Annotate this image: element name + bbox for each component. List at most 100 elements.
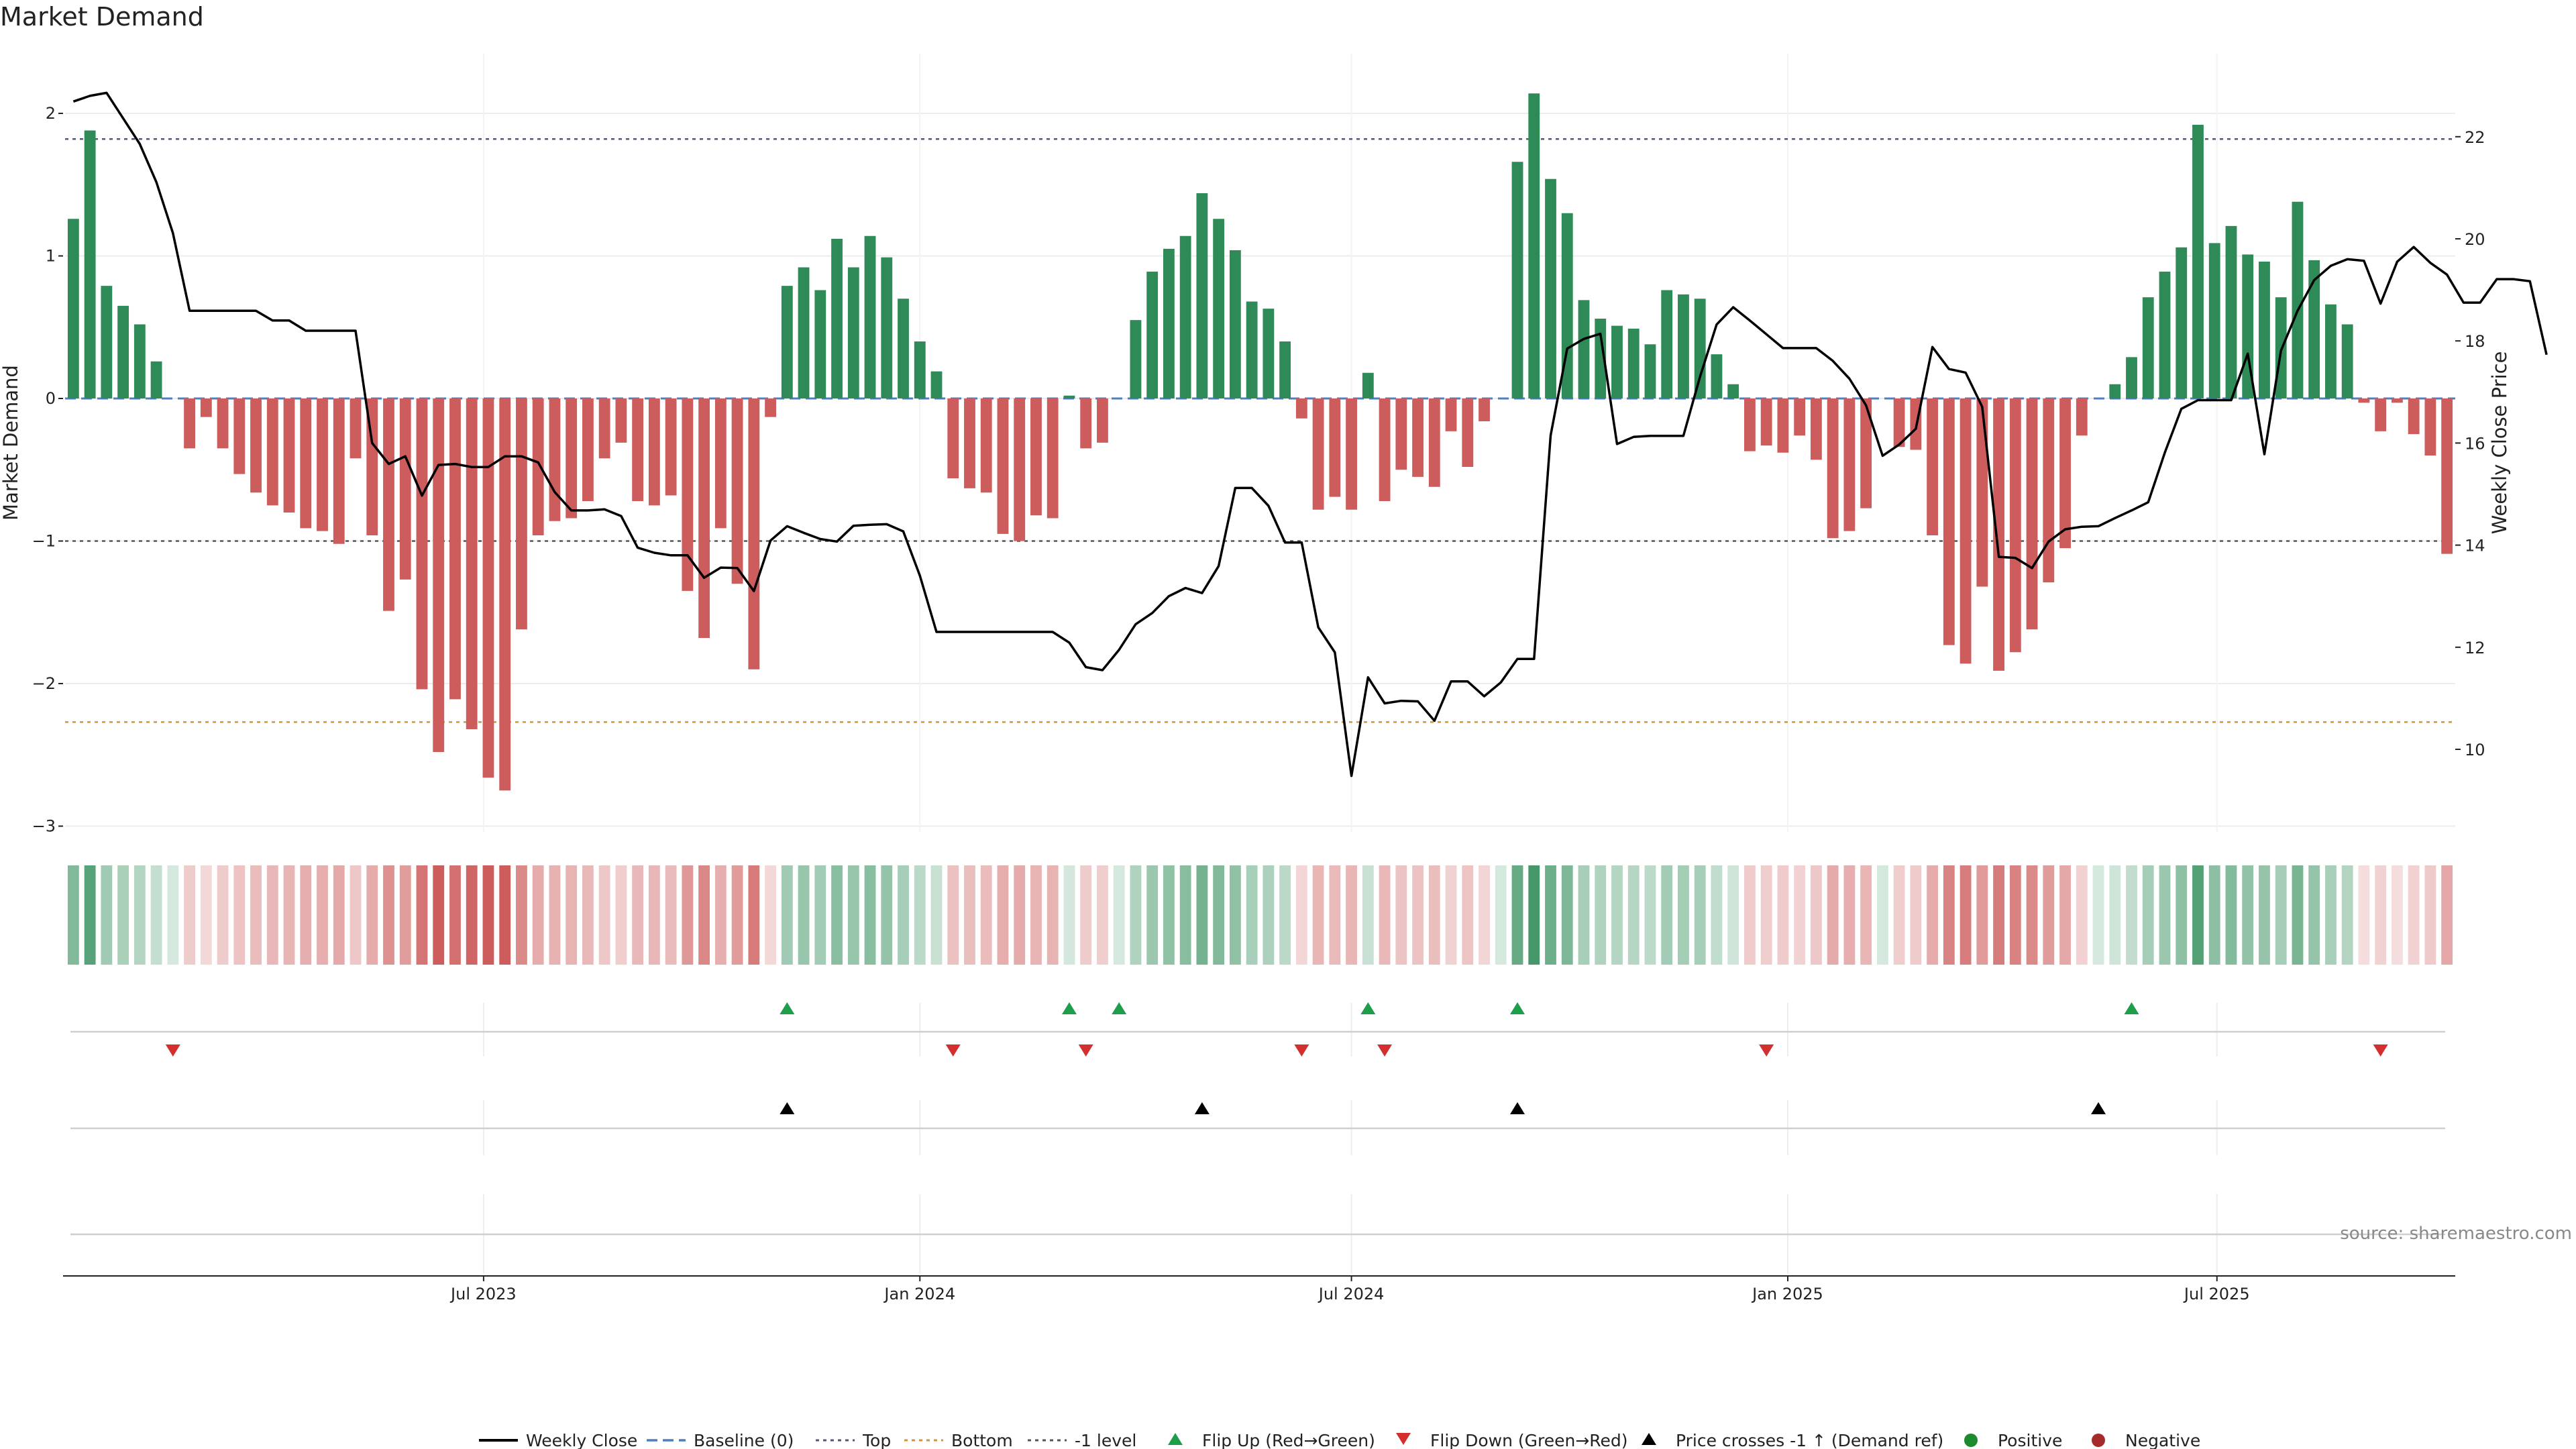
- bar-negative: [1395, 398, 1407, 470]
- heat-cell: [2126, 865, 2137, 965]
- heat-cell: [731, 865, 743, 965]
- flip-panel: [70, 1002, 2445, 1057]
- heat-cell: [350, 865, 362, 965]
- legend-label: Flip Up (Red→Green): [1202, 1431, 1375, 1449]
- bar-negative: [1943, 398, 1955, 645]
- bar-positive: [150, 361, 162, 398]
- heat-cell: [1611, 865, 1623, 965]
- legend-swatch: [1168, 1433, 1183, 1445]
- heat-cell: [947, 865, 959, 965]
- bar-positive: [1130, 320, 1142, 398]
- bar-negative: [1030, 398, 1042, 516]
- bar-negative: [2059, 398, 2071, 549]
- heat-cell: [1993, 865, 2004, 965]
- left-tick-label: 0: [46, 389, 56, 408]
- bar-negative: [1777, 398, 1789, 453]
- bar-positive: [1163, 248, 1175, 398]
- right-tick-label: 12: [2465, 639, 2485, 657]
- bar-negative: [582, 398, 594, 501]
- x-tick-label: Jul 2024: [1318, 1285, 1385, 1303]
- bar-positive: [1213, 219, 1225, 398]
- bar-negative: [980, 398, 992, 493]
- flip-down-marker: [1377, 1044, 1393, 1057]
- heat-cell: [1561, 865, 1573, 965]
- bar-positive: [1644, 344, 1656, 398]
- left-axis-label: Market Demand: [0, 365, 22, 521]
- bar-negative: [1014, 398, 1026, 541]
- heat-cell: [433, 865, 445, 965]
- heat-cell: [283, 865, 295, 965]
- heat-cell: [814, 865, 826, 965]
- flip-down-marker: [2373, 1044, 2388, 1057]
- flip-down-marker: [1078, 1044, 1093, 1057]
- heat-cell: [1893, 865, 1905, 965]
- bar-negative: [233, 398, 246, 474]
- bar-negative: [549, 398, 561, 521]
- heat-cell: [399, 865, 411, 965]
- demand-heat-strip: [67, 865, 2453, 965]
- bar-negative: [1893, 398, 1905, 447]
- flip-up-marker: [1510, 1002, 1525, 1014]
- bar-negative: [1810, 398, 1822, 460]
- heat-cell: [1113, 865, 1125, 965]
- bar-negative: [2358, 398, 2370, 403]
- left-tick-label: 2: [46, 104, 56, 123]
- legend-label: Top: [862, 1431, 891, 1449]
- bar-positive: [117, 305, 129, 398]
- flip-up-marker: [2124, 1002, 2139, 1014]
- heat-cell: [449, 865, 461, 965]
- bar-negative: [482, 398, 494, 778]
- legend-label: Flip Down (Green→Red): [1430, 1431, 1628, 1449]
- bar-negative: [2424, 398, 2436, 455]
- bar-negative: [317, 398, 328, 531]
- bar-negative: [433, 398, 445, 752]
- bar-negative: [964, 398, 975, 488]
- flip-down-marker: [1759, 1044, 1774, 1057]
- heat-cell: [1794, 865, 1806, 965]
- heat-cell: [1727, 865, 1739, 965]
- close-line-group: [72, 91, 2548, 777]
- bar-negative: [266, 398, 278, 506]
- flip-up-marker: [780, 1002, 795, 1014]
- legend-item: Baseline (0): [647, 1431, 794, 1449]
- bar-negative: [665, 398, 677, 496]
- bar-negative: [2026, 398, 2038, 630]
- price-cross-marker: [780, 1102, 795, 1114]
- price-cross-marker: [1510, 1102, 1525, 1114]
- bar-negative: [632, 398, 644, 501]
- bar-positive: [847, 267, 859, 398]
- heat-cell: [930, 865, 943, 965]
- heat-cell: [2043, 865, 2055, 965]
- bar-negative: [566, 398, 578, 519]
- bar-positive: [781, 286, 793, 398]
- heat-cell: [1130, 865, 1142, 965]
- heat-cell: [2375, 865, 2387, 965]
- flip-up-marker: [1061, 1002, 1077, 1014]
- heat-cell: [167, 865, 179, 965]
- heat-cell: [1412, 865, 1424, 965]
- legend-item: Price crosses -1 ↑ (Demand ref): [1642, 1431, 1943, 1449]
- bar-positive: [84, 130, 96, 398]
- heat-cell: [1927, 865, 1939, 965]
- bar-positive: [1578, 300, 1590, 398]
- bar-negative: [714, 398, 727, 529]
- heat-cell: [2275, 865, 2287, 965]
- x-tick-label: Jul 2025: [2183, 1285, 2250, 1303]
- bar-negative: [250, 398, 262, 493]
- bar-negative: [449, 398, 461, 700]
- left-tick-label: 1: [46, 247, 56, 266]
- heat-cell: [2176, 865, 2188, 965]
- heat-cell: [2208, 865, 2220, 965]
- bar-negative: [1445, 398, 1457, 431]
- flip-down-marker: [945, 1044, 961, 1057]
- legend-item: Flip Down (Green→Red): [1396, 1431, 1628, 1449]
- legend-label: Negative: [2125, 1431, 2200, 1449]
- bar-negative: [748, 398, 760, 669]
- bar-positive: [1561, 213, 1573, 398]
- left-axis-ticks: 2 1 0 −1 −2 −3: [32, 104, 63, 836]
- source-note: source: sharemaestro.com: [2340, 1224, 2572, 1244]
- bar-negative: [1760, 398, 1772, 446]
- heat-cell: [1229, 865, 1241, 965]
- heat-cell: [1362, 865, 1374, 965]
